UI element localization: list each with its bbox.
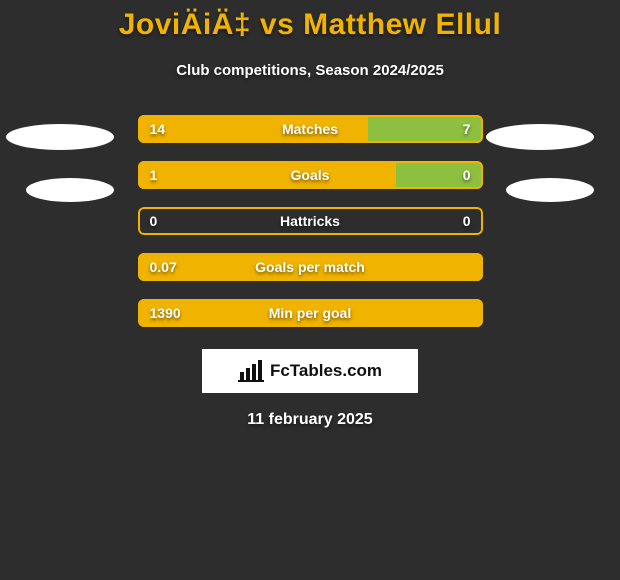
stat-row: 1390 Min per goal [138, 299, 483, 327]
stat-label: Min per goal [269, 305, 351, 321]
stat-value-left: 1390 [150, 305, 181, 321]
stat-row: 0.07 Goals per match [138, 253, 483, 281]
decorative-ellipse [486, 124, 594, 150]
decorative-ellipse [506, 178, 594, 202]
stat-row: 0 0 Hattricks [138, 207, 483, 235]
comparison-bars: 14 7 Matches 1 0 Goals 0 0 Hattricks 0.07 Goals pe… [138, 115, 483, 327]
stat-row: 1 0 Goals [138, 161, 483, 189]
stat-value-right: 0 [463, 213, 471, 229]
stat-value-left: 0 [150, 213, 158, 229]
date-label: 11 february 2025 [0, 411, 620, 429]
stat-label: Goals per match [255, 259, 365, 275]
decorative-ellipse [26, 178, 114, 202]
brand-box: FcTables.com [202, 349, 418, 393]
stat-fill-left [138, 161, 397, 189]
stat-label: Hattricks [280, 213, 340, 229]
brand-chart-icon [238, 360, 264, 382]
page-title: JoviÄiÄ‡ vs Matthew Ellul [0, 0, 620, 42]
brand-text: FcTables.com [270, 361, 382, 381]
stat-row: 14 7 Matches [138, 115, 483, 143]
stat-label: Matches [282, 121, 338, 137]
stat-value-right: 7 [463, 121, 471, 137]
stat-value-left: 14 [150, 121, 166, 137]
stat-value-left: 1 [150, 167, 158, 183]
stat-label: Goals [291, 167, 330, 183]
stat-value-left: 0.07 [150, 259, 177, 275]
decorative-ellipse [6, 124, 114, 150]
page-subtitle: Club competitions, Season 2024/2025 [0, 62, 620, 79]
stat-value-right: 0 [463, 167, 471, 183]
